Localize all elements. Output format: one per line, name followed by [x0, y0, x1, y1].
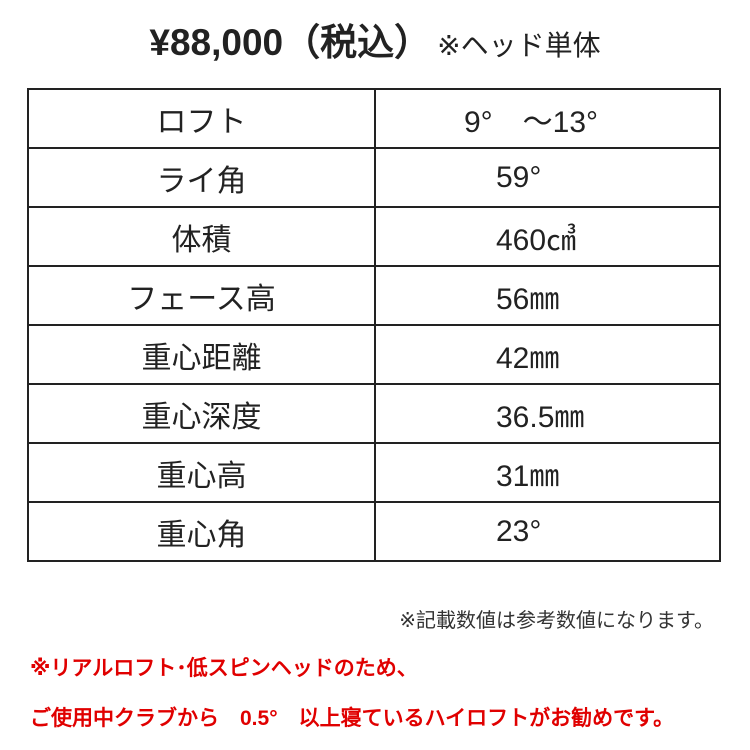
spec-label: 重心距離 [27, 324, 376, 385]
spec-value: 9° ～13° [374, 88, 721, 149]
spec-label: ロフト [27, 88, 376, 149]
price-header: ¥88,000（税込） ※ヘッド単体 [0, 12, 750, 66]
spec-label: 体積 [27, 206, 376, 267]
spec-value: 460㎤ [374, 206, 721, 267]
spec-value: 23° [374, 501, 721, 562]
spec-label: フェース高 [27, 265, 376, 326]
spec-row: 重心深度 36.5㎜ [27, 383, 721, 444]
recommendation-line-1: ※リアルロフト･低スピンヘッドのため、 [30, 657, 418, 680]
spec-value: 59° [374, 147, 721, 208]
head-only-note: ※ヘッド単体 [437, 30, 601, 61]
spec-value: 56㎜ [374, 265, 721, 326]
spec-row: 体積 460㎤ [27, 206, 721, 267]
disclaimer: ※記載数値は参考数値になります。 [399, 610, 714, 632]
spec-row: 重心高 31㎜ [27, 442, 721, 503]
recommendation-line-2: ご使用中クラブから 0.5° 以上寝ているハイロフトがお勧めです。 [30, 707, 675, 730]
spec-value: 36.5㎜ [374, 383, 721, 444]
spec-row: ライ角 59° [27, 147, 721, 208]
spec-row: フェース高 56㎜ [27, 265, 721, 326]
spec-value: 42㎜ [374, 324, 721, 385]
spec-row: 重心角 23° [27, 501, 721, 562]
spec-row: 重心距離 42㎜ [27, 324, 721, 385]
price: ¥88,000（税込） [149, 22, 432, 63]
spec-label: 重心高 [27, 442, 376, 503]
spec-value: 31㎜ [374, 442, 721, 503]
spec-table: ロフト 9° ～13° ライ角 59° 体積 460㎤ フェース高 56㎜ 重心距離 42㎜ 重心深… [27, 88, 721, 562]
spec-label: 重心角 [27, 501, 376, 562]
spec-label: ライ角 [27, 147, 376, 208]
spec-label: 重心深度 [27, 383, 376, 444]
spec-row: ロフト 9° ～13° [27, 88, 721, 149]
